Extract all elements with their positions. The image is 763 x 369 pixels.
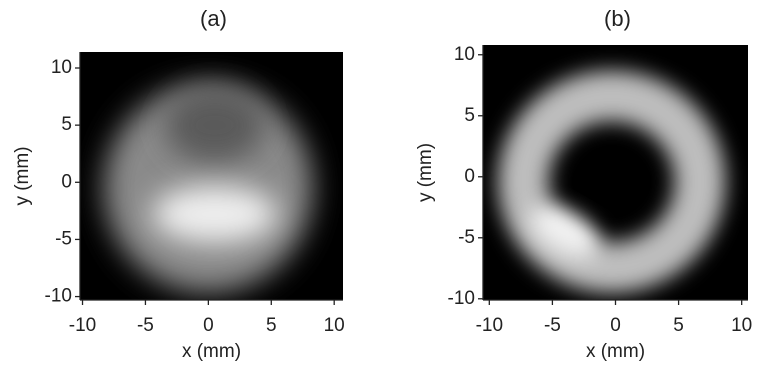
plot: -10 -5 0 5 10 -10 -5 0 5 10 (a) x (mm) y (mm) (12, 6, 345, 362)
x-tick-label: -5 (137, 315, 154, 336)
image (483, 45, 748, 300)
x-tick-label: 10 (324, 315, 345, 336)
y-tick-label: -10 (45, 286, 72, 307)
x-tick-label: -5 (544, 315, 561, 336)
x-tick-label: 10 (731, 315, 752, 336)
y-tick-label: 0 (464, 166, 475, 187)
x-tick-label: 5 (266, 315, 277, 336)
y-tick-label: 10 (454, 44, 475, 65)
y-tick-label: -5 (458, 227, 475, 248)
ring (498, 70, 726, 293)
y-tick-label: 5 (61, 114, 72, 135)
y-tick-label: 0 (61, 171, 72, 192)
x-tick-label: 0 (203, 315, 214, 336)
plot: -10 -5 0 5 10 -10 -5 0 5 10 (b) x (mm) y (mm) (415, 6, 752, 362)
x-tick-label: -10 (69, 315, 96, 336)
x-tick-label: 0 (610, 315, 621, 336)
x-label: x (mm) (182, 341, 241, 362)
title: (a) (200, 6, 227, 31)
image (80, 52, 343, 300)
beam-dark (164, 87, 265, 163)
beam-bright (151, 185, 278, 244)
y-label: y (mm) (12, 146, 33, 205)
x-label: x (mm) (586, 341, 645, 362)
y-label: y (mm) (415, 143, 436, 202)
y-tick-label: -5 (55, 228, 72, 249)
y-tick-label: 5 (464, 105, 475, 126)
x-tick-label: 5 (673, 315, 684, 336)
y-tick-label: -10 (448, 288, 475, 309)
x-tick-label: -10 (476, 315, 503, 336)
y-tick-label: 10 (51, 57, 72, 78)
title: (b) (604, 6, 631, 31)
ring-bright (530, 205, 600, 258)
